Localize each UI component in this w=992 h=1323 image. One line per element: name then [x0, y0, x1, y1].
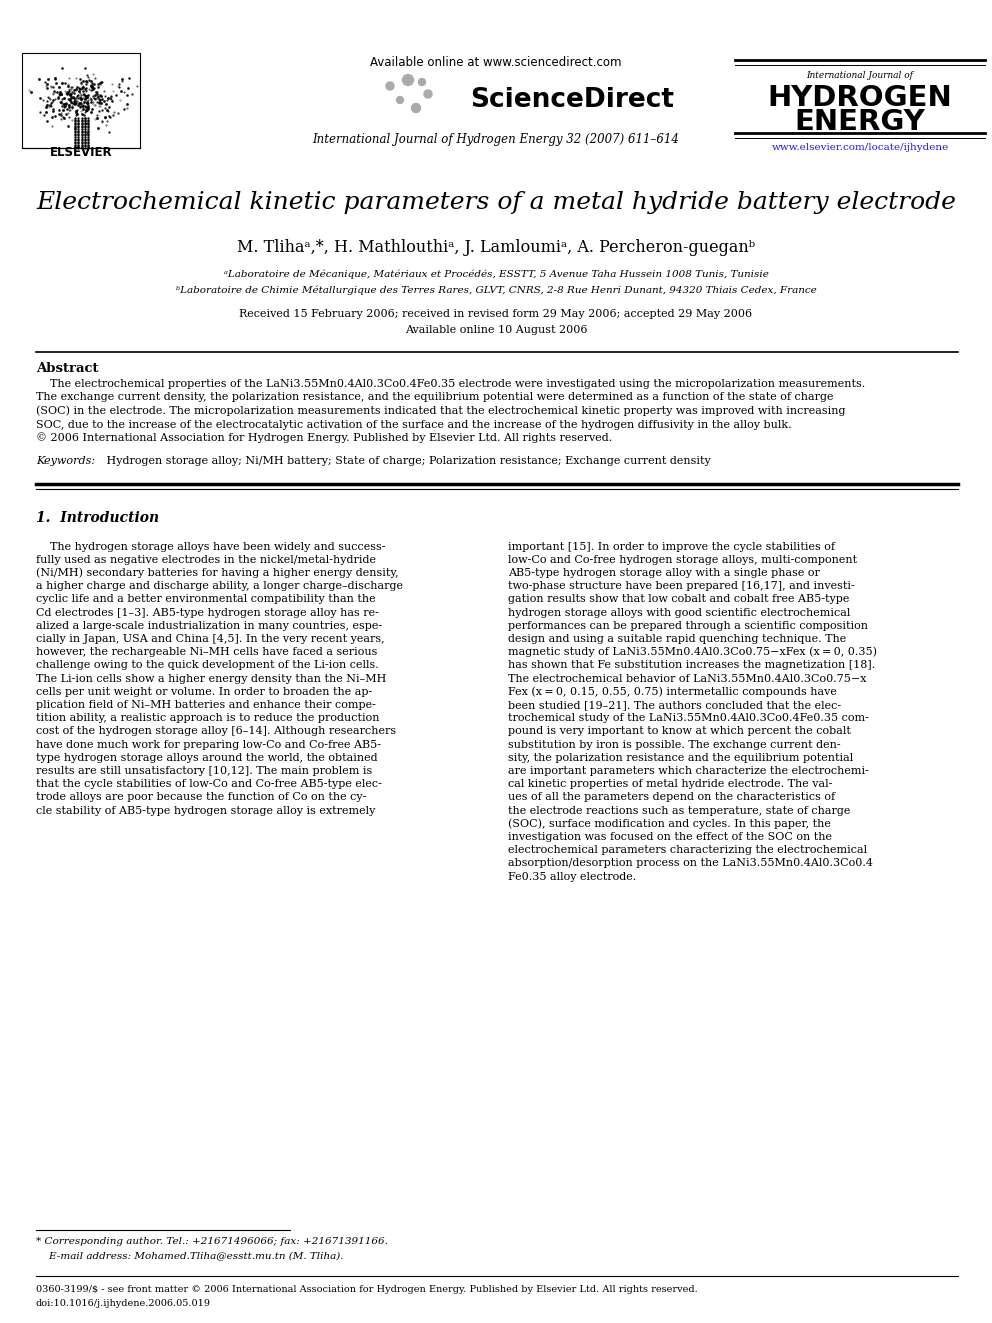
Text: been studied [19–21]. The authors concluded that the elec-: been studied [19–21]. The authors conclu…	[508, 700, 841, 710]
Text: fully used as negative electrodes in the nickel/metal-hydride: fully used as negative electrodes in the…	[36, 554, 376, 565]
Text: The electrochemical properties of the LaNi3.55Mn0.4Al0.3Co0.4Fe0.35 electrode we: The electrochemical properties of the La…	[36, 378, 865, 389]
Text: ᵃLaboratoire de Mécanique, Matériaux et Procédés, ESSTT, 5 Avenue Taha Hussein 1: ᵃLaboratoire de Mécanique, Matériaux et …	[223, 270, 769, 279]
Text: 1.  Introduction: 1. Introduction	[36, 512, 159, 525]
Text: magnetic study of LaNi3.55Mn0.4Al0.3Co0.75−xFex (x = 0, 0.35): magnetic study of LaNi3.55Mn0.4Al0.3Co0.…	[508, 647, 877, 658]
Text: electrochemical parameters characterizing the electrochemical: electrochemical parameters characterizin…	[508, 845, 867, 855]
Text: ELSEVIER: ELSEVIER	[50, 146, 112, 159]
Text: AB5-type hydrogen storage alloy with a single phase or: AB5-type hydrogen storage alloy with a s…	[508, 568, 819, 578]
Text: low-Co and Co-free hydrogen storage alloys, multi-component: low-Co and Co-free hydrogen storage allo…	[508, 554, 857, 565]
Text: International Journal of: International Journal of	[806, 71, 914, 81]
Text: has shown that Fe substitution increases the magnetization [18].: has shown that Fe substitution increases…	[508, 660, 875, 671]
Text: a higher charge and discharge ability, a longer charge–discharge: a higher charge and discharge ability, a…	[36, 581, 403, 591]
Text: substitution by iron is possible. The exchange current den-: substitution by iron is possible. The ex…	[508, 740, 840, 750]
Text: cells per unit weight or volume. In order to broaden the ap-: cells per unit weight or volume. In orde…	[36, 687, 372, 697]
Text: * Corresponding author. Tel.: +21671496066; fax: +21671391166.: * Corresponding author. Tel.: +216714960…	[36, 1237, 388, 1246]
Text: cyclic life and a better environmental compatibility than the: cyclic life and a better environmental c…	[36, 594, 376, 605]
Text: www.elsevier.com/locate/ijhydene: www.elsevier.com/locate/ijhydene	[772, 143, 948, 152]
Text: the electrode reactions such as temperature, state of charge: the electrode reactions such as temperat…	[508, 806, 850, 815]
Text: Hydrogen storage alloy; Ni/MH battery; State of charge; Polarization resistance;: Hydrogen storage alloy; Ni/MH battery; S…	[103, 456, 710, 467]
Text: (SOC), surface modification and cycles. In this paper, the: (SOC), surface modification and cycles. …	[508, 819, 831, 830]
Text: M. Tlihaᵃ,*, H. Mathlouthiᵃ, J. Lamloumiᵃ, A. Percheron-gueganᵇ: M. Tlihaᵃ,*, H. Mathlouthiᵃ, J. Lamloumi…	[237, 239, 755, 257]
Text: The electrochemical behavior of LaNi3.55Mn0.4Al0.3Co0.75−x: The electrochemical behavior of LaNi3.55…	[508, 673, 866, 684]
Circle shape	[412, 103, 421, 112]
Text: (SOC) in the electrode. The micropolarization measurements indicated that the el: (SOC) in the electrode. The micropolariz…	[36, 406, 845, 417]
Text: doi:10.1016/j.ijhydene.2006.05.019: doi:10.1016/j.ijhydene.2006.05.019	[36, 1298, 211, 1307]
Text: that the cycle stabilities of low-Co and Co-free AB5-type elec-: that the cycle stabilities of low-Co and…	[36, 779, 382, 789]
Text: trode alloys are poor because the function of Co on the cy-: trode alloys are poor because the functi…	[36, 792, 366, 802]
Text: HYDROGEN: HYDROGEN	[768, 83, 952, 112]
Circle shape	[397, 97, 404, 103]
Text: alized a large-scale industrialization in many countries, espe-: alized a large-scale industrialization i…	[36, 620, 382, 631]
Text: (Ni/MH) secondary batteries for having a higher energy density,: (Ni/MH) secondary batteries for having a…	[36, 568, 399, 578]
Text: International Journal of Hydrogen Energy 32 (2007) 611–614: International Journal of Hydrogen Energy…	[312, 134, 680, 147]
Text: however, the rechargeable Ni–MH cells have faced a serious: however, the rechargeable Ni–MH cells ha…	[36, 647, 377, 658]
Text: hydrogen storage alloys with good scientific electrochemical: hydrogen storage alloys with good scient…	[508, 607, 850, 618]
Text: have done much work for preparing low-Co and Co-free AB5-: have done much work for preparing low-Co…	[36, 740, 381, 750]
Text: pound is very important to know at which percent the cobalt: pound is very important to know at which…	[508, 726, 851, 737]
Circle shape	[386, 82, 394, 90]
Text: Keywords:: Keywords:	[36, 456, 95, 467]
Text: Fex (x = 0, 0.15, 0.55, 0.75) intermetallic compounds have: Fex (x = 0, 0.15, 0.55, 0.75) intermetal…	[508, 687, 837, 697]
Circle shape	[419, 78, 426, 86]
Circle shape	[424, 90, 432, 98]
Text: cost of the hydrogen storage alloy [6–14]. Although researchers: cost of the hydrogen storage alloy [6–14…	[36, 726, 396, 737]
Text: Cd electrodes [1–3]. AB5-type hydrogen storage alloy has re-: Cd electrodes [1–3]. AB5-type hydrogen s…	[36, 607, 379, 618]
Text: The hydrogen storage alloys have been widely and success-: The hydrogen storage alloys have been wi…	[36, 541, 386, 552]
Text: important [15]. In order to improve the cycle stabilities of: important [15]. In order to improve the …	[508, 541, 835, 552]
Text: plication field of Ni–MH batteries and enhance their compe-: plication field of Ni–MH batteries and e…	[36, 700, 376, 710]
Text: © 2006 International Association for Hydrogen Energy. Published by Elsevier Ltd.: © 2006 International Association for Hyd…	[36, 433, 612, 443]
Text: results are still unsatisfactory [10,12]. The main problem is: results are still unsatisfactory [10,12]…	[36, 766, 372, 775]
Text: cal kinetic properties of metal hydride electrode. The val-: cal kinetic properties of metal hydride …	[508, 779, 832, 789]
Text: type hydrogen storage alloys around the world, the obtained: type hydrogen storage alloys around the …	[36, 753, 378, 762]
Text: gation results show that low cobalt and cobalt free AB5-type: gation results show that low cobalt and …	[508, 594, 849, 605]
Text: ScienceDirect: ScienceDirect	[470, 87, 674, 112]
Text: ᵇLaboratoire de Chimie Métallurgique des Terres Rares, GLVT, CNRS, 2-8 Rue Henri: ᵇLaboratoire de Chimie Métallurgique des…	[176, 286, 816, 295]
Text: 0360-3199/$ - see front matter © 2006 International Association for Hydrogen Ene: 0360-3199/$ - see front matter © 2006 In…	[36, 1285, 697, 1294]
Text: trochemical study of the LaNi3.55Mn0.4Al0.3Co0.4Fe0.35 com-: trochemical study of the LaNi3.55Mn0.4Al…	[508, 713, 869, 724]
Text: ues of all the parameters depend on the characteristics of: ues of all the parameters depend on the …	[508, 792, 835, 802]
Text: two-phase structure have been prepared [16,17], and investi-: two-phase structure have been prepared […	[508, 581, 855, 591]
Text: tition ability, a realistic approach is to reduce the production: tition ability, a realistic approach is …	[36, 713, 380, 724]
Text: design and using a suitable rapid quenching technique. The: design and using a suitable rapid quench…	[508, 634, 846, 644]
Text: challenge owing to the quick development of the Li-ion cells.: challenge owing to the quick development…	[36, 660, 379, 671]
Text: cially in Japan, USA and China [4,5]. In the very recent years,: cially in Japan, USA and China [4,5]. In…	[36, 634, 385, 644]
Text: Electrochemical kinetic parameters of a metal hydride battery electrode: Electrochemical kinetic parameters of a …	[36, 191, 956, 213]
Bar	[22, 53, 140, 148]
Text: The Li-ion cells show a higher energy density than the Ni–MH: The Li-ion cells show a higher energy de…	[36, 673, 386, 684]
Text: ENERGY: ENERGY	[795, 108, 926, 136]
Text: are important parameters which characterize the electrochemi-: are important parameters which character…	[508, 766, 869, 775]
Text: Available online at www.sciencedirect.com: Available online at www.sciencedirect.co…	[370, 56, 622, 69]
Text: performances can be prepared through a scientific composition: performances can be prepared through a s…	[508, 620, 868, 631]
Text: E-mail address: Mohamed.Tliha@esstt.mu.tn (M. Tliha).: E-mail address: Mohamed.Tliha@esstt.mu.t…	[36, 1252, 343, 1261]
Text: Received 15 February 2006; received in revised form 29 May 2006; accepted 29 May: Received 15 February 2006; received in r…	[239, 310, 753, 319]
Text: investigation was focused on the effect of the SOC on the: investigation was focused on the effect …	[508, 832, 832, 841]
Text: absorption/desorption process on the LaNi3.55Mn0.4Al0.3Co0.4: absorption/desorption process on the LaN…	[508, 859, 873, 868]
Text: Fe0.35 alloy electrode.: Fe0.35 alloy electrode.	[508, 872, 636, 881]
Text: Available online 10 August 2006: Available online 10 August 2006	[405, 325, 587, 335]
Text: The exchange current density, the polarization resistance, and the equilibrium p: The exchange current density, the polari…	[36, 393, 833, 402]
Text: SOC, due to the increase of the electrocatalytic activation of the surface and t: SOC, due to the increase of the electroc…	[36, 419, 792, 430]
Text: cle stability of AB5-type hydrogen storage alloy is extremely: cle stability of AB5-type hydrogen stora…	[36, 806, 375, 815]
Circle shape	[403, 74, 414, 86]
Text: sity, the polarization resistance and the equilibrium potential: sity, the polarization resistance and th…	[508, 753, 853, 762]
Text: Abstract: Abstract	[36, 361, 98, 374]
